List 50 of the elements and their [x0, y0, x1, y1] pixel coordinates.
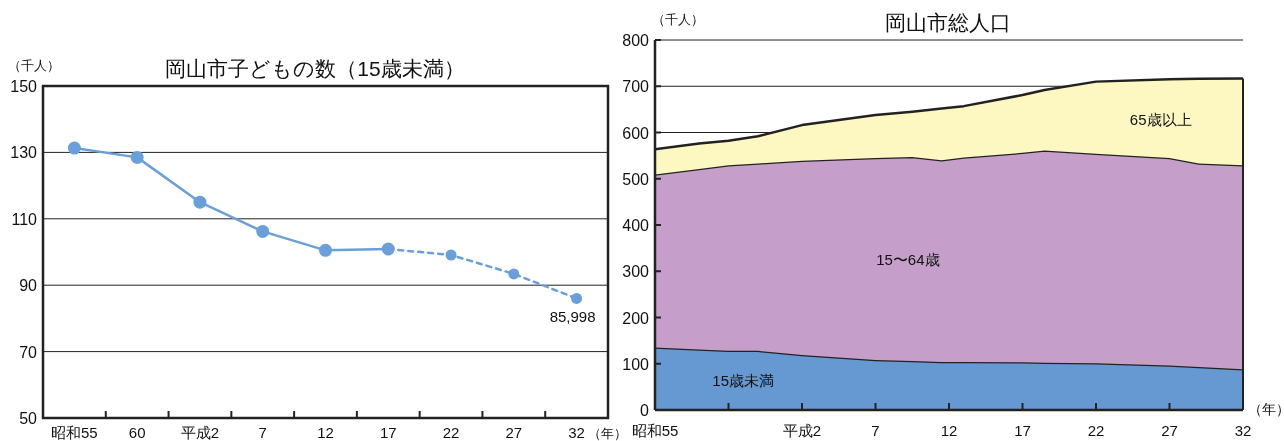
y-tick-label: 130: [10, 144, 38, 162]
point: [508, 268, 520, 280]
x-tick-label: 平成2: [180, 424, 220, 441]
x-tick-label: 17: [379, 424, 397, 441]
y-tick-label: 300: [622, 263, 650, 281]
chart-title: 岡山市総人口: [885, 11, 1011, 34]
y-tick-label: 400: [622, 217, 650, 234]
point: [571, 292, 583, 304]
y-tick-label: 200: [622, 309, 650, 327]
x-tick-label: 7: [871, 422, 880, 439]
y-tick-label: 150: [10, 78, 38, 95]
y-tick-label: 600: [622, 124, 650, 142]
x-tick-label: 昭和55: [51, 424, 98, 441]
point: [256, 224, 270, 238]
x-tick-label: 12: [317, 424, 334, 441]
x-tick-label: 22: [442, 424, 460, 441]
x-tick-label: 27: [1161, 422, 1178, 439]
x-tick-label: 27: [505, 424, 523, 441]
y-tick-label: 50: [19, 410, 38, 427]
x-tick-label: 22: [1087, 422, 1105, 439]
y-axis-title: （千人）: [652, 12, 704, 27]
y-tick-label: 110: [11, 210, 38, 228]
x-tick-label: 昭和55: [631, 422, 679, 439]
x-axis-title: （年）: [588, 426, 627, 441]
y-axis-title: （千人）: [8, 58, 60, 73]
series-label: 65歳以上: [1129, 110, 1192, 128]
x-tick-label: 60: [128, 424, 146, 441]
chart-title: 岡山市子どもの数（15歳未満）: [165, 57, 465, 80]
x-tick-label: 32: [1234, 422, 1252, 439]
series-label: 15〜64歳: [876, 250, 940, 268]
point: [130, 150, 144, 164]
point: [67, 141, 81, 155]
annotation: 85,998: [549, 308, 596, 326]
x-tick-label: 平成2: [782, 422, 822, 439]
x-tick-label: 32: [568, 424, 585, 441]
point: [445, 249, 457, 261]
y-tick-label: 70: [19, 343, 38, 361]
y-tick-label: 500: [622, 170, 650, 188]
y-tick-label: 90: [19, 277, 38, 295]
series-label: 15歳未満: [712, 372, 775, 390]
x-tick-label: 12: [940, 422, 958, 439]
x-axis-title: （年）: [1248, 401, 1284, 417]
point: [193, 195, 207, 209]
y-tick-label: 800: [622, 32, 650, 49]
point: [319, 243, 332, 257]
y-tick-label: 700: [622, 78, 650, 96]
y-tick-label: 100: [622, 355, 650, 373]
y-tick-label: 0: [640, 402, 650, 419]
x-tick-label: 17: [1014, 422, 1031, 439]
x-tick-label: 7: [258, 424, 267, 441]
